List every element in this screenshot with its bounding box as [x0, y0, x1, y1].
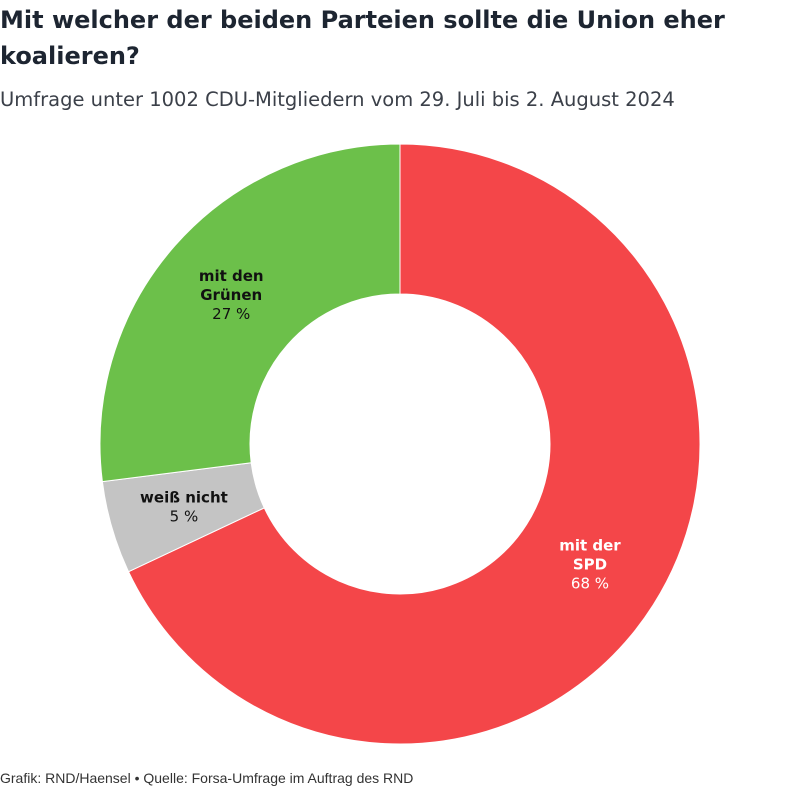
slice-labels: mit der SPD 68 % weiß nicht 5 % mit den Grünen… [140, 267, 621, 592]
slice-value: 68 % [571, 575, 609, 593]
slice-label-2: mit den Grünen 27 % [199, 267, 264, 323]
donut-slice-0 [127, 143, 701, 745]
slice-name-line: mit den [199, 267, 264, 285]
slice-name-line: SPD [573, 556, 607, 574]
footer-source: Grafik: RND/Haensel • Quelle: Forsa-Umfr… [0, 770, 414, 786]
slice-value: 27 % [212, 305, 250, 323]
slice-label-1: weiß nicht 5 % [140, 488, 228, 525]
chart-subtitle: Umfrage unter 1002 CDU-Mitgliedern vom 2… [0, 88, 675, 111]
slice-name-line: mit der [559, 537, 621, 555]
slice-label-0: mit der SPD 68 % [559, 537, 621, 593]
donut-slices [99, 143, 701, 745]
slice-value: 5 % [170, 507, 199, 525]
donut-slice-2 [99, 143, 401, 483]
slice-name-line: weiß nicht [140, 488, 228, 506]
chart-title: Mit welcher der beiden Parteien sollte d… [0, 6, 725, 70]
slice-name-line: Grünen [200, 286, 262, 304]
